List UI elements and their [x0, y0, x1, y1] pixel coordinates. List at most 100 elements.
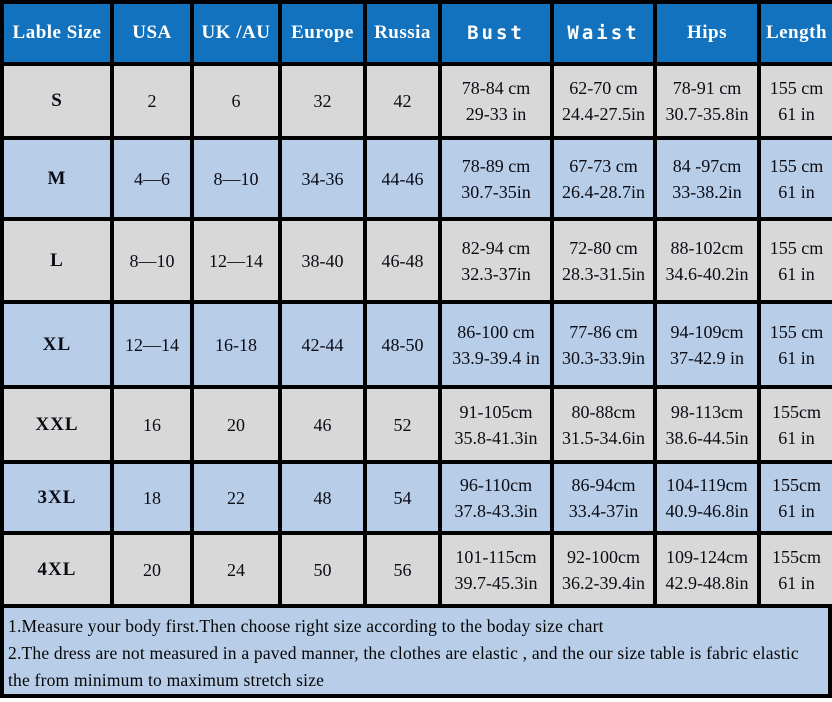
- table-row-4xl: 4XL 20 24 50 56 101-115cm 39.7-45.3in 92-100cm 3…: [0, 531, 832, 608]
- column-header-usa: USA: [110, 0, 194, 66]
- table-cell: 86-100 cm 33.9-39.4 in: [438, 300, 554, 389]
- cell-line: 61 in: [778, 263, 815, 284]
- table-cell: 92-100cm 36.2-39.4in: [550, 531, 657, 608]
- table-cell: 12—14: [110, 300, 194, 389]
- note-line-2: 2.The dress are not measured in a paved …: [8, 643, 799, 690]
- cell-line: 78-84 cm: [461, 78, 531, 98]
- size-label-cell: XL: [0, 300, 114, 389]
- table-cell: 46-48: [363, 217, 442, 304]
- cell-line: 22: [227, 487, 245, 508]
- table-cell: 20: [110, 531, 194, 608]
- cell-line: 61 in: [778, 181, 815, 202]
- table-cell: 98-113cm 38.6-44.5in: [653, 385, 761, 464]
- cell-line: 8—10: [129, 250, 175, 271]
- table-cell: 34-36: [278, 136, 367, 221]
- cell-line: 80-88cm: [571, 401, 636, 422]
- table-cell: 46: [278, 385, 367, 464]
- cell-line: 4XL: [37, 558, 77, 580]
- cell-line: 155 cm: [769, 237, 824, 258]
- table-row-m: M 4—6 8—10 34-36 44-46 78-89 cm 30.7-35in 67-73…: [0, 136, 832, 221]
- table-cell: 42-44: [278, 300, 367, 389]
- table-cell: 20: [190, 385, 282, 464]
- cell-line: 40.9-46.8in: [665, 500, 749, 521]
- cell-line: 61 in: [778, 427, 815, 448]
- cell-line: 33-38.2in: [672, 181, 742, 202]
- table-cell: 155 cm 61 in: [757, 62, 832, 140]
- column-header-waist: Waist: [550, 0, 657, 66]
- cell-line: 6: [231, 91, 241, 111]
- table-row-l: L 8—10 12—14 38-40 46-48 82-94 cm 32.3-37in 72-…: [0, 217, 832, 304]
- cell-line: 16-18: [215, 334, 257, 355]
- cell-line: 29-33 in: [465, 104, 527, 124]
- size-label-cell: 4XL: [0, 531, 114, 608]
- table-cell: 32: [278, 62, 367, 140]
- table-cell: 6: [190, 62, 282, 140]
- table-cell: 67-73 cm 26.4-28.7in: [550, 136, 657, 221]
- table-cell: 155 cm 61 in: [757, 300, 832, 389]
- table-cell: 78-89 cm 30.7-35in: [438, 136, 554, 221]
- cell-line: 72-80 cm: [569, 237, 638, 258]
- column-header-bust: Bust: [438, 0, 554, 66]
- cell-line: 46: [313, 414, 332, 435]
- cell-line: 20: [143, 559, 161, 580]
- table-cell: 38-40: [278, 217, 367, 304]
- cell-line: 56: [393, 559, 412, 580]
- cell-line: 4—6: [134, 168, 170, 189]
- table-cell: 24: [190, 531, 282, 608]
- table-cell: 50: [278, 531, 367, 608]
- table-cell: 155 cm 61 in: [757, 217, 832, 304]
- table-cell: 101-115cm 39.7-45.3in: [438, 531, 554, 608]
- cell-line: 2: [147, 91, 157, 111]
- table-cell: 94-109cm 37-42.9 in: [653, 300, 761, 389]
- table-cell: 52: [363, 385, 442, 464]
- table-cell: 77-86 cm 30.3-33.9in: [550, 300, 657, 389]
- table-cell: 155cm 61 in: [757, 531, 832, 608]
- cell-line: 104-119cm: [666, 474, 748, 495]
- table-row-3xl: 3XL 18 22 48 54 96-110cm 37.8-43.3in 86-94cm 33.…: [0, 460, 832, 535]
- cell-line: S: [51, 90, 63, 111]
- column-header-lable-size: Lable Size: [0, 0, 114, 66]
- table-cell: 104-119cm 40.9-46.8in: [653, 460, 761, 535]
- cell-line: L: [50, 249, 64, 271]
- cell-line: 77-86 cm: [569, 321, 638, 342]
- cell-line: 12—14: [125, 334, 179, 355]
- cell-line: 18: [143, 487, 161, 508]
- cell-line: 67-73 cm: [569, 155, 638, 176]
- table-cell: 42: [363, 62, 442, 140]
- cell-line: 61 in: [778, 572, 815, 593]
- cell-line: 101-115cm: [455, 546, 537, 567]
- cell-line: 36.2-39.4in: [562, 572, 645, 593]
- column-header-europe: Europe: [278, 0, 367, 66]
- cell-line: 42.9-48.8in: [665, 572, 749, 593]
- cell-line: 38-40: [301, 250, 344, 271]
- cell-line: 32: [313, 91, 332, 111]
- cell-line: 54: [393, 487, 412, 508]
- table-row-s: S 2 6 32 42 78-84 cm 29-33 in 62-70 cm 24.4-27.5…: [0, 62, 832, 140]
- cell-line: 155cm: [772, 474, 821, 495]
- cell-line: 38.6-44.5in: [665, 427, 749, 448]
- table-cell: 80-88cm 31.5-34.6in: [550, 385, 657, 464]
- table-cell: 54: [363, 460, 442, 535]
- cell-line: 30.7-35.8in: [665, 104, 749, 124]
- table-cell: 8—10: [110, 217, 194, 304]
- table-cell: 8—10: [190, 136, 282, 221]
- cell-line: 86-100 cm: [457, 321, 535, 342]
- cell-line: 20: [227, 414, 245, 435]
- cell-line: 94-109cm: [670, 321, 744, 342]
- table-cell: 155 cm 61 in: [757, 136, 832, 221]
- cell-line: 78-91 cm: [672, 78, 742, 98]
- cell-line: 84 -97cm: [672, 155, 742, 176]
- cell-line: M: [47, 167, 67, 189]
- cell-line: 61 in: [778, 104, 815, 124]
- notes-section: 1.Measure your body first.Then choose ri…: [0, 608, 832, 698]
- cell-line: 3XL: [37, 486, 77, 508]
- table-cell: 62-70 cm 24.4-27.5in: [550, 62, 657, 140]
- table-cell: 56: [363, 531, 442, 608]
- column-header-length: Length: [757, 0, 832, 66]
- cell-line: 86-94cm: [571, 474, 636, 495]
- cell-line: 33.4-37in: [568, 500, 639, 521]
- table-cell: 48: [278, 460, 367, 535]
- table-cell: 84 -97cm 33-38.2in: [653, 136, 761, 221]
- cell-line: 48-50: [381, 334, 424, 355]
